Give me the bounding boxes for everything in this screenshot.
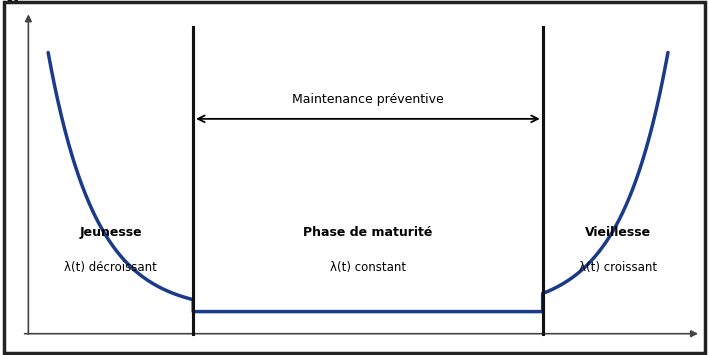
Text: λ(t) décroissant: λ(t) décroissant — [65, 261, 157, 274]
Text: λ(t) croissant: λ(t) croissant — [579, 261, 657, 274]
Text: Maintenance préventive: Maintenance préventive — [292, 93, 444, 106]
Text: Jeunesse: Jeunesse — [79, 226, 142, 239]
Text: Phase de maturité: Phase de maturité — [303, 226, 432, 239]
Text: λ(t) constant: λ(t) constant — [330, 261, 406, 274]
Text: Vieillesse: Vieillesse — [586, 226, 652, 239]
Text: λ: λ — [6, 0, 18, 5]
